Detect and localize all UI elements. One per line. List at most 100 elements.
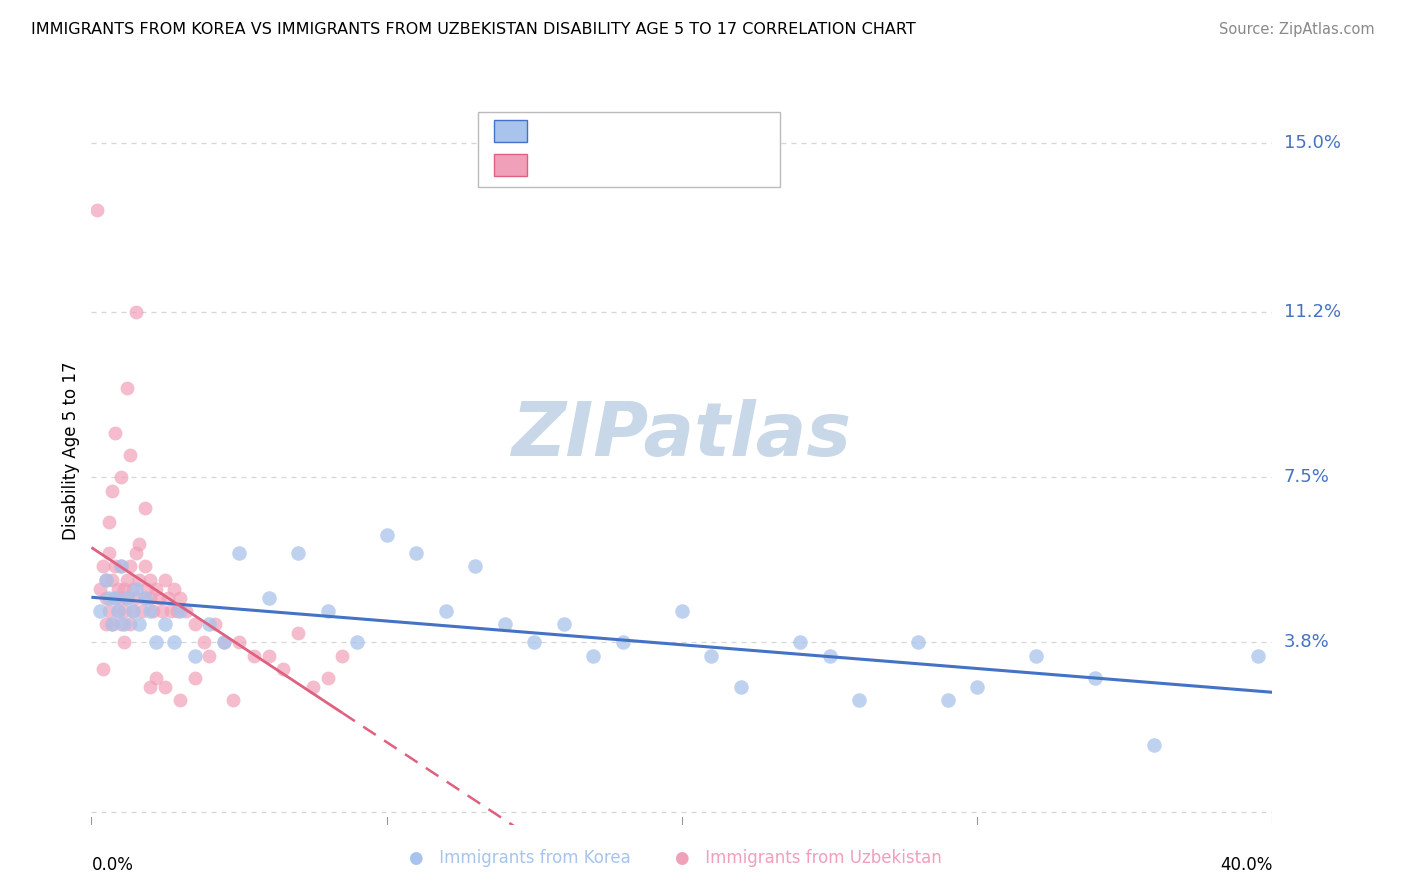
Point: [128, 617, 150, 632]
Point: [115, 591, 138, 605]
Point: [966, 680, 988, 694]
Point: [332, 648, 354, 663]
Point: [101, 617, 124, 632]
Point: [101, 617, 124, 632]
Point: [434, 604, 457, 618]
Point: [142, 604, 165, 618]
Point: [464, 559, 486, 574]
Point: [936, 693, 959, 707]
Point: [700, 648, 723, 663]
Point: [214, 635, 236, 649]
Y-axis label: Disability Age 5 to 17: Disability Age 5 to 17: [62, 361, 80, 540]
Text: ZIPatlas: ZIPatlas: [512, 399, 852, 472]
Point: [553, 617, 575, 632]
Point: [115, 381, 138, 395]
Point: [405, 546, 427, 560]
Point: [110, 470, 132, 484]
Point: [494, 617, 516, 632]
Text: R = -0.467   N = 48: R = -0.467 N = 48: [537, 122, 723, 140]
Point: [346, 635, 368, 649]
Point: [98, 604, 121, 618]
Text: Source: ZipAtlas.com: Source: ZipAtlas.com: [1219, 22, 1375, 37]
Point: [107, 604, 129, 618]
Point: [136, 582, 159, 596]
Point: [907, 635, 929, 649]
Point: [98, 515, 121, 529]
Point: [198, 617, 221, 632]
Point: [204, 617, 226, 632]
Point: [145, 582, 167, 596]
Point: [104, 591, 127, 605]
Point: [86, 202, 108, 217]
Point: [228, 635, 250, 649]
Point: [98, 546, 121, 560]
Point: [134, 501, 156, 516]
Point: [98, 591, 121, 605]
Point: [166, 604, 188, 618]
Point: [1143, 738, 1166, 752]
Point: [163, 635, 186, 649]
Point: [112, 635, 135, 649]
Point: [131, 604, 153, 618]
Point: [183, 648, 207, 663]
Point: [523, 635, 546, 649]
Point: [118, 617, 141, 632]
Point: [730, 680, 752, 694]
Point: [316, 604, 339, 618]
Point: [183, 617, 207, 632]
Text: 7.5%: 7.5%: [1284, 468, 1330, 486]
Point: [112, 617, 135, 632]
Point: [214, 635, 236, 649]
Text: 11.2%: 11.2%: [1284, 303, 1341, 321]
Point: [96, 617, 118, 632]
Point: [198, 648, 221, 663]
Point: [124, 582, 148, 596]
Point: [612, 635, 634, 649]
Point: [148, 591, 170, 605]
Point: [671, 604, 693, 618]
Point: [287, 546, 309, 560]
Point: [124, 591, 148, 605]
Text: ●   Immigrants from Korea: ● Immigrants from Korea: [409, 849, 631, 867]
Point: [104, 559, 127, 574]
Point: [91, 559, 114, 574]
Point: [110, 559, 132, 574]
Point: [273, 662, 295, 676]
Point: [145, 671, 167, 685]
Point: [91, 662, 114, 676]
Point: [115, 573, 138, 587]
Point: [107, 604, 129, 618]
Point: [96, 573, 118, 587]
Point: [104, 591, 127, 605]
Point: [107, 582, 129, 596]
Point: [243, 648, 266, 663]
Point: [96, 591, 118, 605]
Point: [163, 582, 186, 596]
Point: [112, 582, 135, 596]
Text: IMMIGRANTS FROM KOREA VS IMMIGRANTS FROM UZBEKISTAN DISABILITY AGE 5 TO 17 CORRE: IMMIGRANTS FROM KOREA VS IMMIGRANTS FROM…: [31, 22, 915, 37]
Point: [139, 573, 162, 587]
Point: [848, 693, 870, 707]
Text: 3.8%: 3.8%: [1284, 633, 1329, 651]
Point: [118, 559, 141, 574]
Point: [257, 648, 280, 663]
Point: [174, 604, 197, 618]
Point: [1247, 648, 1270, 663]
Point: [96, 573, 118, 587]
Point: [789, 635, 811, 649]
Point: [193, 635, 215, 649]
Point: [110, 617, 132, 632]
Point: [118, 448, 141, 462]
Point: [101, 573, 124, 587]
Point: [134, 591, 156, 605]
Point: [257, 591, 280, 605]
Point: [104, 425, 127, 440]
Point: [160, 604, 183, 618]
Point: [101, 483, 124, 498]
Point: [582, 648, 605, 663]
Point: [1084, 671, 1107, 685]
Point: [169, 693, 191, 707]
Point: [157, 591, 180, 605]
Text: 15.0%: 15.0%: [1284, 134, 1340, 152]
Point: [121, 582, 143, 596]
